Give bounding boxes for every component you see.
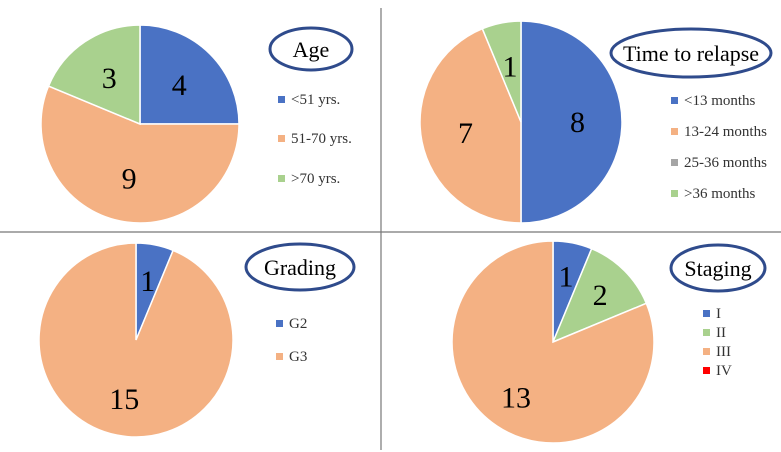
legend-label: 51-70 yrs. [291, 131, 352, 147]
legend-swatch [671, 159, 678, 166]
legend-swatch [703, 310, 710, 317]
age-legend: <51 yrs. 51-70 yrs. >70 yrs. [278, 92, 352, 187]
slice-value-label: 15 [109, 383, 139, 416]
pie-slice [47, 24, 141, 126]
staging-title: Staging [669, 243, 767, 293]
legend-swatch [703, 329, 710, 336]
age-title: Age [268, 26, 354, 72]
slice-value-label: 7 [458, 117, 473, 150]
chart-title: Staging [684, 256, 751, 281]
pie-slice [520, 20, 623, 224]
legend-label: III [716, 344, 731, 360]
legend-label: I [716, 306, 721, 322]
slice-value-label: 1 [140, 265, 155, 298]
slice-value-label: 4 [172, 69, 187, 102]
slice-value-label: 3 [102, 62, 117, 95]
legend-label: II [716, 325, 726, 341]
time-to-relapse-title: Time to relapse [609, 27, 773, 79]
legend-label: >36 months [684, 186, 756, 202]
slice-value-label: 1 [559, 261, 574, 294]
slice-value-label: 1 [502, 51, 517, 84]
time-to-relapse-legend: <13 months 13-24 months 25-36 months >36… [671, 93, 767, 202]
legend-swatch [278, 175, 285, 182]
legend-swatch [276, 353, 283, 360]
slice-value-label: 2 [593, 279, 608, 312]
legend-label: G2 [289, 316, 307, 332]
legend-label: >70 yrs. [291, 171, 340, 187]
staging-legend: I II III IV [703, 306, 732, 379]
legend-swatch [671, 128, 678, 135]
pie-slice [451, 240, 655, 444]
legend-label: <13 months [684, 93, 756, 109]
slice-value-label: 9 [122, 162, 137, 195]
time-to-relapse-chart: 8 71 Time to relapse <13 months 13-24 mon… [419, 20, 773, 224]
pie-slice [481, 20, 522, 123]
legend-swatch [278, 96, 285, 103]
chart-title: Grading [264, 255, 336, 280]
legend-swatch [703, 348, 710, 355]
grading-title: Grading [244, 242, 356, 292]
legend-swatch [278, 135, 285, 142]
legend-label: 25-36 months [684, 155, 767, 171]
age-chart: 4 9 3 Age <51 yrs. 51-70 yrs. >70 yrs. [40, 24, 354, 224]
pie-slice [139, 24, 240, 125]
chart-title: Age [293, 37, 330, 62]
pie-slice [419, 27, 522, 224]
legend-swatch [703, 367, 710, 374]
chart-title: Time to relapse [623, 41, 759, 66]
staging-chart: 12 13 Staging I II III IV [451, 240, 767, 444]
pie-slice [38, 242, 234, 438]
legend-swatch [671, 190, 678, 197]
legend-swatch [671, 97, 678, 104]
pie-slice [551, 247, 648, 344]
grading-chart: 1 15 Grading G2 G3 [38, 242, 356, 438]
slice-value-label: 8 [570, 106, 585, 139]
pie-slice [40, 85, 240, 224]
legend-label: <51 yrs. [291, 92, 340, 108]
legend-swatch [276, 320, 283, 327]
legend-label: IV [716, 363, 732, 379]
legend-label: 13-24 months [684, 124, 767, 140]
legend-label: G3 [289, 349, 307, 365]
grading-legend: G2 G3 [276, 316, 307, 365]
slice-value-label: 13 [501, 381, 531, 414]
